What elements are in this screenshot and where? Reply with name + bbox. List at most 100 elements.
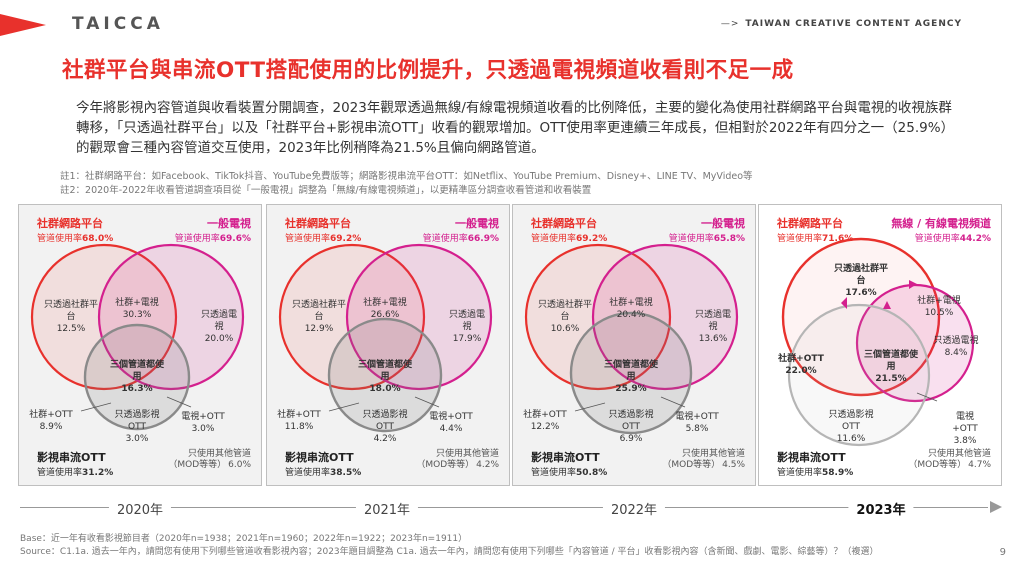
ott-heading: 影視串流OTT: [285, 451, 354, 464]
other-sub-label: （MOD等等）: [416, 460, 475, 470]
social-tv-region-value: 20.4%: [616, 310, 646, 320]
venn-diagram: [278, 243, 493, 433]
leader-line: [166, 396, 192, 408]
all-three-region: 三個管道都使用 16.3%: [107, 359, 167, 395]
only-social-region-value: 12.5%: [56, 324, 86, 334]
usage-prefix: 管道使用率: [531, 234, 577, 244]
only-ott-region-label: 只透過影視OTT: [114, 410, 160, 432]
agency-label: TAIWAN CREATIVE CONTENT AGENCY: [745, 19, 962, 29]
other-sub: （MOD等等） 4.5%: [662, 460, 745, 471]
only-tv-region-label: 只透過電視: [694, 310, 731, 332]
venn-panel: 社群網路平台 管道使用率68.0% 一般電視 管道使用率69.6% 只透過社群平台 12.…: [18, 204, 262, 486]
other-sub-label: （MOD等等）: [908, 460, 967, 470]
social-ott-region-value: 12.2%: [530, 422, 560, 432]
note-2: 註2：2020年-2022年收看管道調查項目從「一般電視」調整為「無線/有線電視…: [60, 185, 592, 196]
all-three-region-value: 21.5%: [875, 374, 907, 384]
usage-value: 68.0%: [82, 234, 114, 244]
tv-usage-rate: 管道使用率44.2%: [915, 231, 991, 244]
other-sub: （MOD等等） 4.7%: [908, 460, 991, 471]
notes: 註1：社群網路平台：如Facebook、TikTok抖音、YouTube免費版等…: [60, 170, 753, 198]
social-circle: [30, 243, 178, 391]
only-tv-region: 只透過電視 17.9%: [446, 309, 488, 345]
tv-usage-rate: 管道使用率66.9%: [423, 231, 499, 244]
only-social-region: 只透過社群平台 10.6%: [535, 299, 595, 335]
only-ott-region: 只透過影視OTT 11.6%: [821, 409, 881, 445]
all-three-region: 三個管道都使用 25.9%: [601, 359, 661, 395]
leader-line: [574, 402, 606, 412]
tv-ott-region-value: 5.8%: [685, 424, 709, 434]
social-tv-region: 社群+電視 30.3%: [115, 297, 159, 321]
other-sub: （MOD等等） 4.2%: [416, 460, 499, 471]
only-ott-region-value: 3.0%: [125, 434, 149, 444]
note-1: 註1：社群網路平台：如Facebook、TikTok抖音、YouTube免費版等…: [60, 171, 753, 182]
social-circle: [524, 243, 672, 391]
only-ott-region: 只透過影視OTT 3.0%: [107, 409, 167, 445]
usage-value: 44.2%: [959, 234, 991, 244]
only-tv-region: 只透過電視 13.6%: [692, 309, 734, 345]
only-tv-region-value: 8.4%: [944, 348, 968, 358]
social-ott-region: 社群+OTT 12.2%: [523, 409, 566, 433]
only-ott-region-value: 6.9%: [619, 434, 643, 444]
tv-ott-region: 電視+OTT 3.8%: [947, 411, 983, 447]
social-circle: [278, 243, 426, 391]
ott-circle: [569, 311, 693, 435]
ott-circle: [327, 317, 443, 433]
page-title: 社群平台與串流OTT搭配使用的比例提升，只透過電視頻道收看則不足一成: [62, 58, 794, 83]
social-tv-region: 社群+電視 26.6%: [363, 297, 407, 321]
tv-ott-region-label: 電視+OTT: [429, 412, 473, 422]
social-usage-rate: 管道使用率71.6%: [777, 231, 853, 244]
usage-prefix: 管道使用率: [285, 234, 331, 244]
social-ott-region-label: 社群+OTT: [29, 410, 73, 420]
tv-ott-region-label: 電視+OTT: [675, 412, 719, 422]
timeline-line: [20, 507, 988, 508]
all-three-region-value: 18.0%: [369, 384, 401, 394]
usage-prefix: 管道使用率: [174, 234, 220, 244]
tv-usage-rate: 管道使用率65.8%: [669, 231, 745, 244]
other-channels: 只使用其他管道 （MOD等等） 6.0%: [168, 449, 251, 471]
social-ott-region-label: 社群+OTT: [778, 354, 824, 364]
all-three-region: 三個管道都使用 18.0%: [355, 359, 415, 395]
usage-prefix: 管道使用率: [37, 468, 83, 478]
all-three-region-value: 16.3%: [121, 384, 153, 394]
usage-value: 69.2%: [576, 234, 608, 244]
only-ott-region: 只透過影視OTT 6.9%: [601, 409, 661, 445]
usage-prefix: 管道使用率: [285, 468, 331, 478]
only-social-region: 只透過社群平台 12.9%: [289, 299, 349, 335]
ott-circle: [787, 303, 931, 447]
all-three-region-label: 三個管道都使用: [109, 360, 164, 382]
social-tv-region-label: 社群+電視: [609, 298, 653, 308]
only-social-region: 只透過社群平台 17.6%: [831, 263, 891, 299]
social-tv-region-value: 26.6%: [370, 310, 400, 320]
usage-prefix: 管道使用率: [37, 234, 83, 244]
tv-ott-region: 電視+OTT 5.8%: [675, 411, 718, 435]
year-axis: [20, 500, 1002, 516]
tv-ott-region-value: 4.4%: [439, 424, 463, 434]
ott-heading: 影視串流OTT: [37, 451, 106, 464]
social-platform-heading: 社群網路平台: [37, 217, 103, 230]
social-usage-rate: 管道使用率68.0%: [37, 231, 113, 244]
venn-panel: 社群網路平台 管道使用率69.2% 一般電視 管道使用率65.8% 只透過社群平台 10.…: [512, 204, 756, 486]
tv-heading: 一般電視: [207, 217, 251, 230]
other-label: 只使用其他管道: [187, 449, 251, 459]
tv-circle: [345, 243, 493, 391]
venn-diagram: [781, 237, 975, 447]
other-sub-label: （MOD等等）: [662, 460, 721, 470]
all-three-region-label: 三個管道都使用: [357, 360, 412, 382]
other-value: 4.2%: [476, 460, 499, 470]
all-three-region-value: 25.9%: [615, 384, 647, 394]
usage-prefix: 管道使用率: [777, 234, 823, 244]
other-channels: 只使用其他管道 （MOD等等） 4.5%: [662, 449, 745, 471]
footer-notes: Base：近一年有收看影視節目者（2020年n=1938；2021年n=1960…: [20, 533, 879, 559]
usage-value: 58.9%: [822, 468, 854, 478]
social-ott-region-value: 8.9%: [39, 422, 63, 432]
ott-usage-rate: 管道使用率38.5%: [285, 465, 361, 478]
other-channels: 只使用其他管道 （MOD等等） 4.2%: [416, 449, 499, 471]
usage-value: 50.8%: [576, 468, 608, 478]
venn-diagram: [524, 243, 739, 435]
social-platform-heading: 社群網路平台: [777, 217, 843, 230]
source-note: Source：C1.1a. 過去一年內，請問您有使用下列哪些管道收看影視內容；2…: [20, 547, 879, 557]
other-label: 只使用其他管道: [681, 449, 745, 459]
year-label: 2022年: [602, 499, 666, 518]
leader-line: [916, 392, 938, 402]
only-ott-region-label: 只透過影視OTT: [362, 410, 408, 432]
